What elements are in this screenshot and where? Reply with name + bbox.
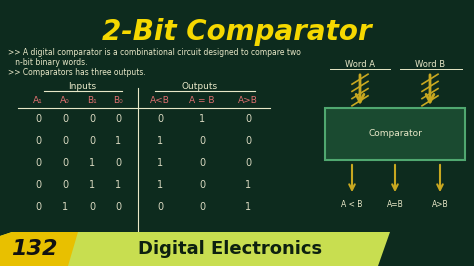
Text: >> Comparators has three outputs.: >> Comparators has three outputs.: [8, 68, 146, 77]
Text: B₁: B₁: [87, 96, 97, 105]
Text: 0: 0: [199, 158, 205, 168]
Text: 0: 0: [245, 136, 251, 146]
Text: 0: 0: [35, 114, 41, 124]
Text: A<B: A<B: [150, 96, 170, 105]
Text: 0: 0: [89, 202, 95, 212]
Text: 1: 1: [157, 158, 163, 168]
Text: 0: 0: [245, 158, 251, 168]
Text: A>B: A>B: [238, 96, 258, 105]
Text: Outputs: Outputs: [182, 82, 218, 91]
FancyBboxPatch shape: [325, 108, 465, 160]
Text: 0: 0: [62, 180, 68, 190]
Text: 0: 0: [115, 202, 121, 212]
Text: Digital Electronics: Digital Electronics: [138, 240, 322, 258]
Text: n-bit binary words.: n-bit binary words.: [8, 58, 88, 67]
Text: 0: 0: [157, 202, 163, 212]
Text: 0: 0: [62, 136, 68, 146]
Text: 1: 1: [245, 202, 251, 212]
Text: A₁: A₁: [33, 96, 43, 105]
Text: Word A: Word A: [345, 60, 375, 69]
Text: Inputs: Inputs: [68, 82, 96, 91]
Text: 1: 1: [62, 202, 68, 212]
Text: 1: 1: [199, 114, 205, 124]
Text: 1: 1: [245, 180, 251, 190]
Text: Comparator: Comparator: [368, 130, 422, 139]
Text: 0: 0: [62, 114, 68, 124]
Text: 1: 1: [157, 136, 163, 146]
Text: B₀: B₀: [113, 96, 123, 105]
Text: 1: 1: [115, 136, 121, 146]
Text: 0: 0: [157, 114, 163, 124]
Text: A < B: A < B: [341, 200, 363, 209]
Text: 0: 0: [89, 136, 95, 146]
Text: A = B: A = B: [189, 96, 215, 105]
Text: 1: 1: [89, 180, 95, 190]
Text: 0: 0: [89, 114, 95, 124]
Text: 0: 0: [35, 136, 41, 146]
Text: A>B: A>B: [432, 200, 448, 209]
Text: 0: 0: [35, 180, 41, 190]
Text: Word B: Word B: [415, 60, 445, 69]
Text: 0: 0: [115, 114, 121, 124]
Text: 1: 1: [157, 180, 163, 190]
Text: 0: 0: [199, 202, 205, 212]
Text: 0: 0: [199, 136, 205, 146]
Text: 0: 0: [62, 158, 68, 168]
Text: 1: 1: [89, 158, 95, 168]
Text: 0: 0: [35, 202, 41, 212]
Text: A=B: A=B: [387, 200, 403, 209]
Text: 0: 0: [199, 180, 205, 190]
Text: A₀: A₀: [60, 96, 70, 105]
Text: 0: 0: [115, 158, 121, 168]
Text: >> A digital comparator is a combinational circuit designed to compare two: >> A digital comparator is a combination…: [8, 48, 301, 57]
Text: 0: 0: [35, 158, 41, 168]
Text: 132: 132: [11, 239, 57, 259]
Text: 1: 1: [115, 180, 121, 190]
Text: 0: 0: [245, 114, 251, 124]
Polygon shape: [0, 232, 78, 266]
Polygon shape: [0, 232, 390, 266]
Text: 2-Bit Comparator: 2-Bit Comparator: [102, 18, 372, 46]
